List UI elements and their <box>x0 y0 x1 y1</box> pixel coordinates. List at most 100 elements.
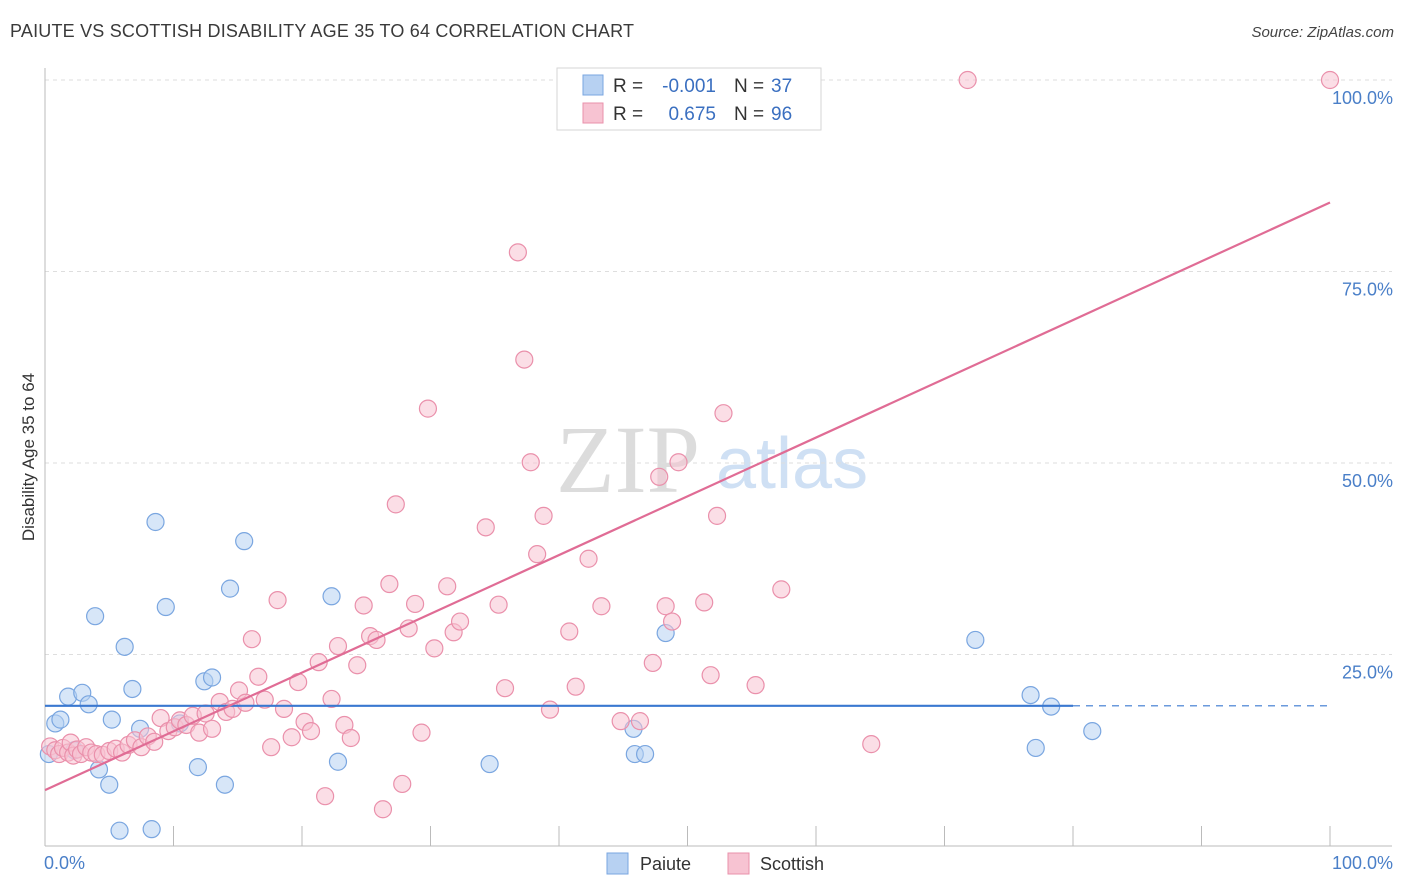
legend-swatch-scottish <box>582 102 604 124</box>
scottish-point-90 <box>714 404 733 423</box>
scottish-point-51 <box>348 656 367 675</box>
scottish-point-60 <box>405 594 425 614</box>
scottish-point-92 <box>772 580 791 599</box>
scottish-point-86 <box>669 453 688 472</box>
scottish-point-78 <box>579 549 598 568</box>
paiute-point-30 <box>635 744 655 764</box>
paiute-point-7 <box>86 607 105 626</box>
paiute-point-13 <box>123 679 142 699</box>
legend-n-label-paiute: N = <box>734 76 764 97</box>
paiute-point-11 <box>110 821 129 840</box>
scottish-point-89 <box>707 506 727 525</box>
gridlines <box>45 79 1392 655</box>
source-label: Source: ZipAtlas.com <box>1251 24 1394 41</box>
scottish-point-61 <box>412 723 431 742</box>
scottish-point-52 <box>354 596 373 615</box>
paiute-point-33 <box>1021 685 1040 705</box>
legend-n-value-paiute: 37 <box>771 76 792 97</box>
scottish-point-73 <box>528 545 547 564</box>
paiute-point-26 <box>328 752 348 771</box>
watermark-atlas: atlas <box>716 424 868 504</box>
scottish-point-48 <box>328 636 348 656</box>
scottish-point-37 <box>255 690 274 709</box>
scottish-point-40 <box>274 699 294 718</box>
bottom-legend: Paiute Scottish <box>606 852 824 875</box>
scottish-point-95 <box>1320 70 1340 90</box>
paiute-point-10 <box>102 710 121 729</box>
legend-r-label-scottish: R = <box>613 104 643 125</box>
paiute-point-32 <box>966 630 985 650</box>
scottish-point-38 <box>262 738 281 757</box>
paiute-point-2 <box>51 710 70 729</box>
scottish-point-55 <box>373 800 393 819</box>
legend-swatch-paiute <box>582 74 604 96</box>
scottish-point-70 <box>508 243 527 262</box>
scottish-point-84 <box>656 597 675 616</box>
scottish-point-36 <box>249 667 268 686</box>
scottish-point-62 <box>418 399 438 418</box>
scottish-point-56 <box>380 574 399 594</box>
y-axis-title: Disability Age 35 to 64 <box>19 373 38 541</box>
scottish-point-54 <box>367 630 386 650</box>
paiute-point-9 <box>100 775 119 794</box>
legend-r-label-paiute: R = <box>613 76 643 97</box>
scottish-point-57 <box>386 495 405 514</box>
bottom-legend-label-paiute: Paiute <box>640 854 691 874</box>
scottish-point-75 <box>540 700 560 719</box>
bottom-legend-swatch-scottish <box>727 852 750 875</box>
scottish-point-44 <box>301 721 321 741</box>
x-ticks <box>44 826 1331 846</box>
trendlines <box>44 201 1331 792</box>
paiute-point-24 <box>235 532 254 551</box>
scottish-point-72 <box>521 453 540 472</box>
paiute-point-19 <box>188 758 208 777</box>
legend-r-value-scottish: 0.675 <box>668 104 716 125</box>
scottish-point-68 <box>489 595 508 614</box>
paiute-point-22 <box>215 775 234 794</box>
scottish-point-58 <box>393 774 412 794</box>
paiute-point-6 <box>79 695 98 714</box>
x-tick-label-min: 0.0% <box>44 853 85 873</box>
scottish-point-82 <box>643 653 662 673</box>
paiute-points <box>39 512 1102 840</box>
scottish-point-41 <box>282 728 301 747</box>
y-tick-label-50: 50.0% <box>1342 471 1393 491</box>
scottish-point-67 <box>476 518 495 537</box>
paiute-point-17 <box>156 597 175 617</box>
y-tick-label-75: 75.0% <box>1342 280 1393 300</box>
scottish-point-71 <box>515 350 534 369</box>
scottish-point-29 <box>202 719 222 738</box>
scottish-point-80 <box>611 712 630 731</box>
scottish-point-83 <box>650 467 669 486</box>
scottish-trendline <box>44 201 1331 792</box>
paiute-point-23 <box>220 579 240 598</box>
paiute-point-35 <box>1026 738 1045 758</box>
scottish-point-59 <box>399 619 418 638</box>
y-tick-label-25: 25.0% <box>1342 663 1393 683</box>
scottish-point-74 <box>534 506 553 525</box>
paiute-point-15 <box>142 820 161 839</box>
bottom-legend-swatch-paiute <box>606 852 629 875</box>
scottish-point-66 <box>450 612 470 631</box>
scottish-point-47 <box>322 689 341 709</box>
legend-box: R = -0.001 N = 37 R = 0.675 N = 96 <box>556 67 822 131</box>
y-tick-labels: 25.0% 50.0% 75.0% 100.0% <box>1332 88 1393 683</box>
scottish-point-39 <box>268 591 287 610</box>
x-tick-label-max: 100.0% <box>1332 853 1393 873</box>
paiute-point-16 <box>146 512 165 532</box>
scottish-point-69 <box>495 679 515 698</box>
scottish-point-91 <box>746 676 765 695</box>
scottish-point-35 <box>242 630 261 649</box>
scottish-point-85 <box>662 612 682 631</box>
legend-r-value-paiute: -0.001 <box>662 76 716 97</box>
paiute-point-12 <box>115 637 134 656</box>
scottish-point-46 <box>316 787 335 806</box>
scottish-point-76 <box>560 622 579 641</box>
scottish-point-63 <box>425 639 444 658</box>
scottish-point-50 <box>341 728 360 748</box>
paiute-point-21 <box>202 668 222 687</box>
scottish-point-87 <box>695 593 714 612</box>
chart-title: PAIUTE VS SCOTTISH DISABILITY AGE 35 TO … <box>10 21 635 41</box>
scottish-point-81 <box>630 712 650 731</box>
